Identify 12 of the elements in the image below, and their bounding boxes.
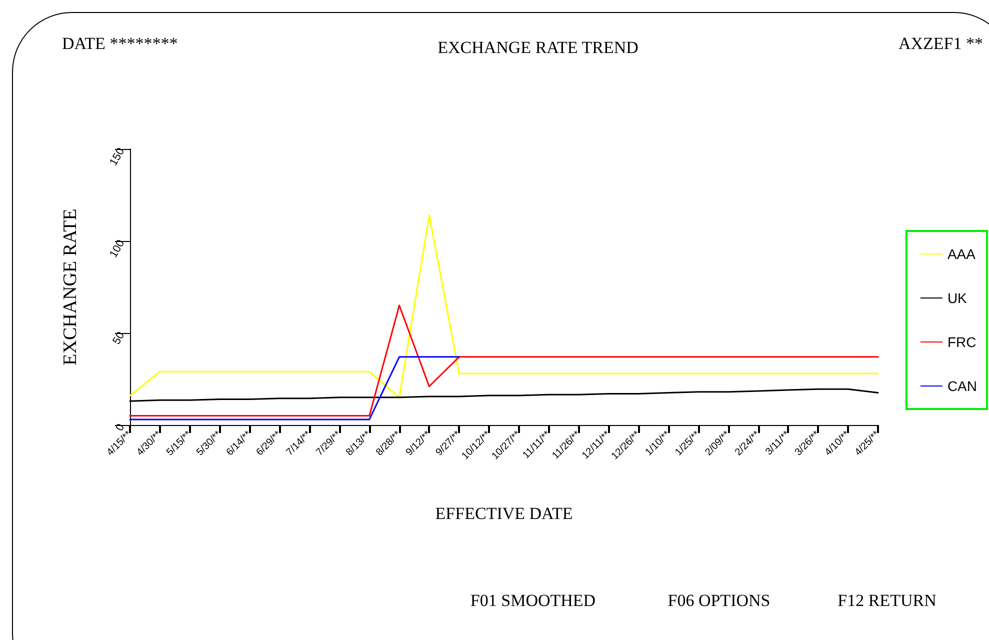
text: AXZEF1 ** — [898, 34, 983, 53]
text: F01 SMOOTHED — [470, 591, 596, 610]
legend-label: FRC — [947, 334, 976, 350]
legend-label: AAA — [947, 246, 976, 262]
y-axis-title: EXCHANGE RATE — [60, 208, 81, 366]
text: F12 RETURN — [838, 591, 936, 610]
legend-label: UK — [947, 290, 968, 306]
x-axis-title: EFFECTIVE DATE — [435, 504, 573, 523]
text: DATE ******** — [62, 34, 178, 53]
chart-title: EXCHANGE RATE TREND — [438, 38, 638, 57]
text: F06 OPTIONS — [668, 591, 770, 610]
legend-label: CAN — [947, 378, 978, 394]
